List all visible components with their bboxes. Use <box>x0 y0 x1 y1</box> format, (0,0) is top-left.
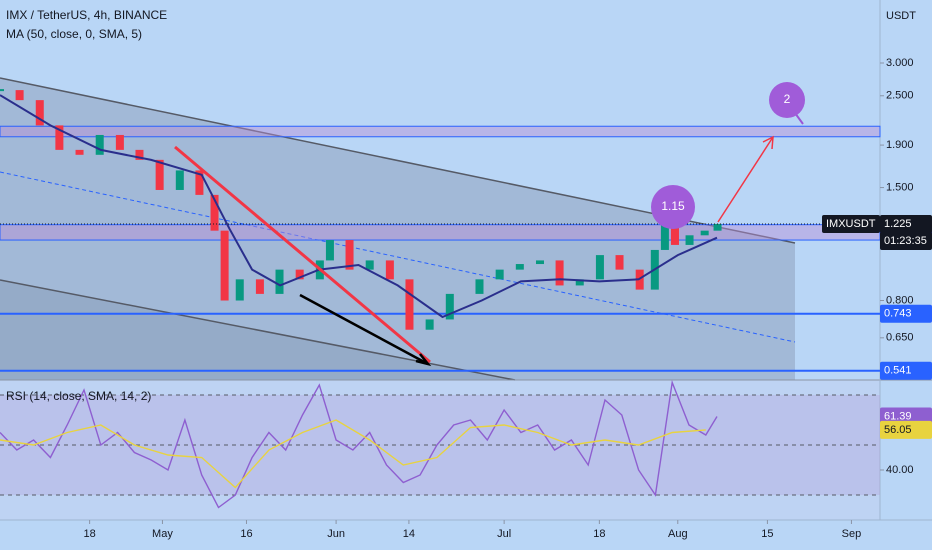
line <box>0 379 718 509</box>
x-tick-label: Jun <box>327 528 345 540</box>
chart-title: IMX / TetherUS, 4h, BINANCE <box>6 8 167 22</box>
x-tick-label: 18 <box>83 528 95 540</box>
candle <box>0 89 4 92</box>
candle <box>115 134 124 150</box>
candle <box>295 269 304 280</box>
candle <box>325 240 334 261</box>
rsi-title: RSI (14, close, SMA, 14, 2) <box>6 389 151 403</box>
candle <box>195 170 204 195</box>
candle <box>155 159 164 190</box>
candle <box>385 260 394 280</box>
candle <box>175 170 184 190</box>
candle <box>210 194 219 231</box>
level-label-box <box>880 361 932 380</box>
candle <box>275 269 284 294</box>
rsi-pane <box>0 380 880 520</box>
x-tick-label: May <box>152 528 173 540</box>
candle <box>365 260 374 270</box>
red-arrow-head <box>762 135 774 150</box>
x-tick-label: Aug <box>668 528 688 540</box>
x-tick-label: 15 <box>761 528 773 540</box>
axis-unit: USDT <box>886 10 916 22</box>
x-tick-label: Sep <box>842 528 862 540</box>
candle <box>685 235 694 245</box>
candle <box>255 279 264 294</box>
line <box>0 94 718 319</box>
candle <box>220 230 229 301</box>
candle <box>515 264 524 270</box>
y-tick-label: 0.800 <box>886 294 914 306</box>
rsi-last-label-box <box>880 420 932 439</box>
candle <box>660 220 669 250</box>
candle <box>55 125 64 150</box>
callout <box>769 82 805 118</box>
x-tick-label: Jul <box>497 528 511 540</box>
candle <box>700 230 709 236</box>
candle <box>445 293 454 320</box>
symbol-label: IMXUSDT <box>826 218 876 230</box>
y-tick-label: 0.650 <box>886 332 914 344</box>
line <box>0 419 706 489</box>
last-price-box <box>880 214 932 233</box>
callout <box>651 185 695 229</box>
annotation: 2 <box>784 92 791 106</box>
candle <box>95 134 104 155</box>
candle <box>135 149 144 160</box>
candle <box>15 90 24 101</box>
x-tick-label: 18 <box>593 528 605 540</box>
candle <box>670 220 679 245</box>
zone <box>0 125 881 138</box>
candle <box>575 279 584 286</box>
candle <box>555 260 564 286</box>
x-tick-label: 14 <box>403 528 415 540</box>
candle <box>425 319 434 330</box>
x-tick-label: 16 <box>240 528 252 540</box>
candle <box>495 269 504 280</box>
zone <box>0 224 881 241</box>
candle <box>35 100 44 126</box>
last-price: 1.225 <box>884 218 912 230</box>
candle <box>405 279 414 330</box>
candle <box>235 279 244 301</box>
y-tick-label: 3.000 <box>886 57 914 69</box>
ma-legend: MA (50, close, 0, SMA, 5) <box>6 27 142 41</box>
candle <box>535 260 544 265</box>
annotation: 1.15 <box>661 199 685 213</box>
marks <box>0 89 881 509</box>
black-arrow-head <box>415 353 432 367</box>
candle <box>345 240 354 270</box>
candle <box>475 279 484 294</box>
countdown-box <box>880 231 932 250</box>
red-trend <box>174 145 431 364</box>
candle <box>615 255 624 270</box>
countdown: 01:23:35 <box>884 235 927 247</box>
y-tick-label: 1.900 <box>886 139 914 151</box>
channel-lower <box>0 279 516 381</box>
y-tick-label: 2.500 <box>886 90 914 102</box>
rsi-last-label: 56.05 <box>884 424 912 436</box>
candle <box>75 149 84 155</box>
level-label: 0.743 <box>884 308 912 320</box>
red-arrow <box>717 136 774 223</box>
level-label-box <box>880 304 932 323</box>
level-label: 0.541 <box>884 365 912 377</box>
channel-mid <box>0 171 796 343</box>
symbol-label-box <box>822 214 880 233</box>
y-tick-label: 1.500 <box>886 181 914 193</box>
candle <box>713 223 722 231</box>
channel-fill <box>0 78 795 380</box>
candle <box>595 255 604 280</box>
rsi-last-label: 61.39 <box>884 410 912 422</box>
y-tick-label: 40.00 <box>886 464 914 476</box>
black-arrow <box>299 293 429 366</box>
